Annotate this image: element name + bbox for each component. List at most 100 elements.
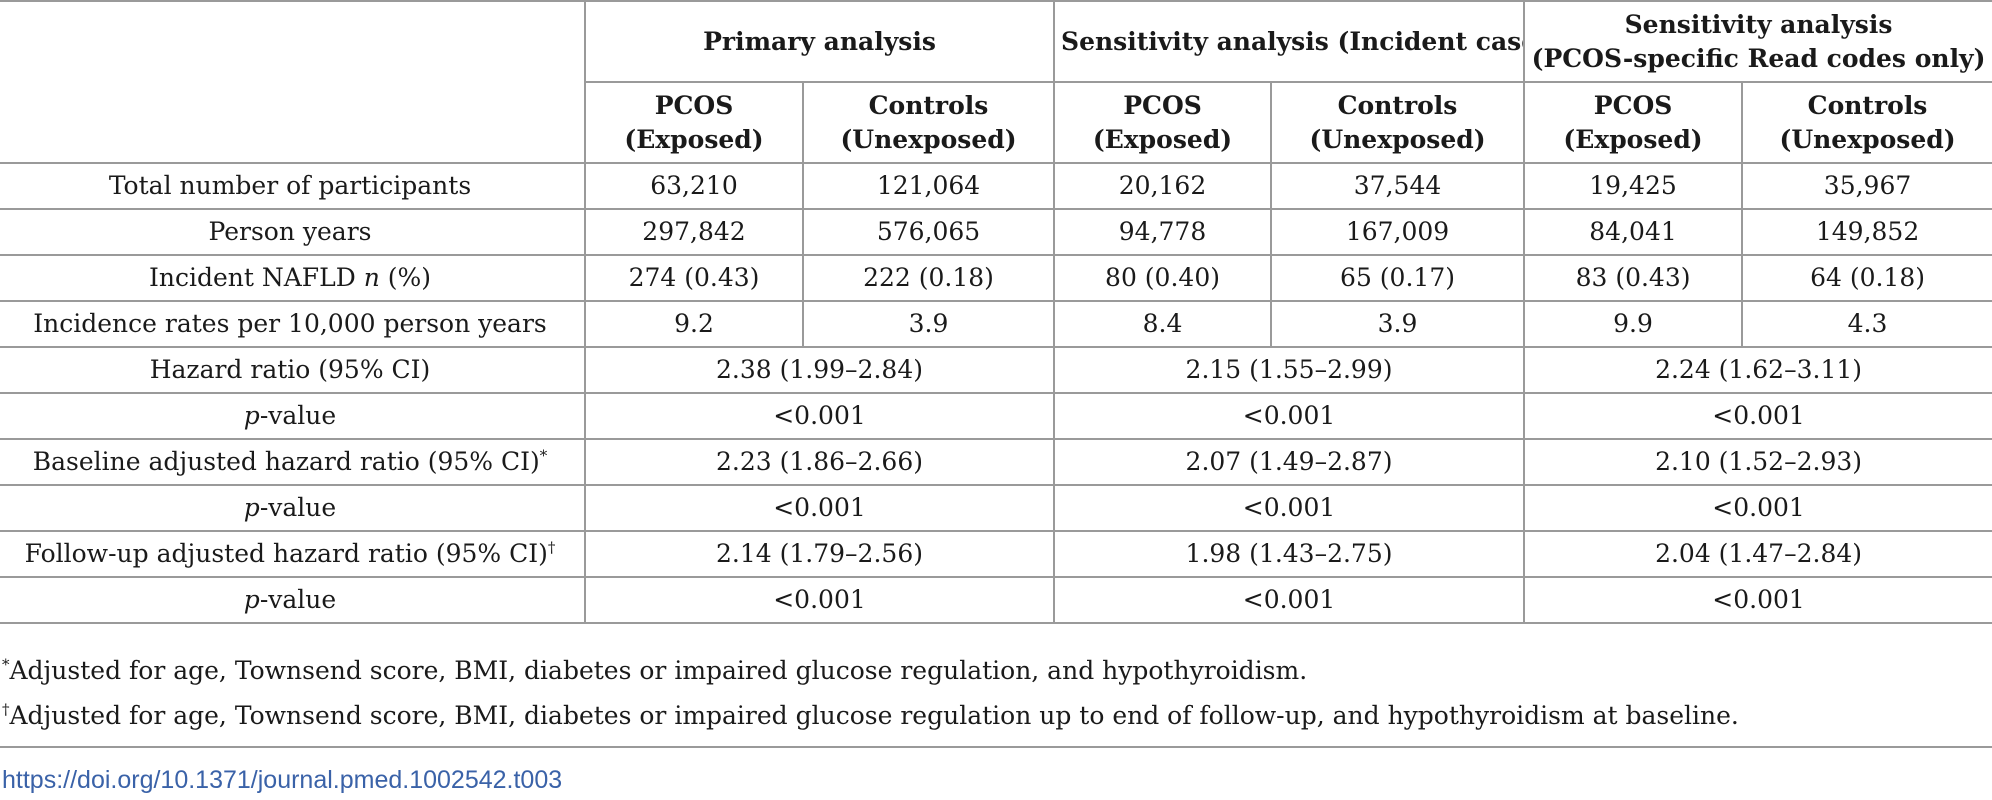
table-cell: 80 (0.40) <box>1054 254 1273 302</box>
table-cell: <0.001 <box>1524 392 1992 440</box>
row-label-header <box>0 0 586 164</box>
table-cell: 84,041 <box>1524 208 1744 256</box>
row-label: Total number of participants <box>0 162 586 210</box>
subcol-header-line: (Unexposed) <box>1309 124 1486 154</box>
row-label: Baseline adjusted hazard ratio (95% CI)* <box>0 438 586 486</box>
table-cell: 19,425 <box>1524 162 1744 210</box>
row-label-text: (%) <box>379 263 432 292</box>
table-row: Total number of participants 63,210 121,… <box>0 162 1992 210</box>
doi-link[interactable]: https://doi.org/10.1371/journal.pmed.100… <box>2 766 563 794</box>
table-cell: 1.98 (1.43–2.75) <box>1054 530 1526 578</box>
footnote-mark: * <box>539 446 548 465</box>
subcol-header-line: (Unexposed) <box>840 124 1017 154</box>
table-row: p-value <0.001 <0.001 <0.001 <box>0 484 1992 532</box>
table-cell: 2.15 (1.55–2.99) <box>1054 346 1526 394</box>
row-label: Incidence rates per 10,000 person years <box>0 300 586 348</box>
row-label: Hazard ratio (95% CI) <box>0 346 586 394</box>
table-cell: <0.001 <box>1054 576 1526 624</box>
footnote-text: Adjusted for age, Townsend score, BMI, d… <box>9 701 1739 730</box>
table-cell: <0.001 <box>1524 576 1992 624</box>
table-cell: <0.001 <box>585 484 1056 532</box>
table-cell: 35,967 <box>1742 162 1992 210</box>
subcol-header-line: (Exposed) <box>1563 124 1703 154</box>
table-cell: 121,064 <box>803 162 1056 210</box>
subcol-header-line: Controls <box>868 90 989 120</box>
table-cell: 94,778 <box>1054 208 1273 256</box>
group-header-text: Primary analysis <box>703 26 936 56</box>
table-row: Person years 297,842 576,065 94,778 167,… <box>0 208 1992 256</box>
table-cell: 2.23 (1.86–2.66) <box>585 438 1056 486</box>
table-cell: 3.9 <box>803 300 1056 348</box>
table-cell: <0.001 <box>1524 484 1992 532</box>
subcol-header-line: Controls <box>1337 90 1458 120</box>
table-cell: 2.24 (1.62–3.11) <box>1524 346 1992 394</box>
table-cell: 149,852 <box>1742 208 1992 256</box>
table-row: Incident NAFLD n (%) 274 (0.43) 222 (0.1… <box>0 254 1992 302</box>
group-header-primary: Primary analysis <box>585 0 1056 83</box>
table-cell: 576,065 <box>803 208 1056 256</box>
table-row: p-value <0.001 <0.001 <0.001 <box>0 576 1992 624</box>
row-label: p-value <box>0 484 586 532</box>
footnote-divider <box>0 746 1992 748</box>
footnote-mark: † <box>547 538 556 557</box>
table-cell: 297,842 <box>585 208 804 256</box>
row-label-italic: p <box>243 585 260 614</box>
table-cell: <0.001 <box>585 576 1056 624</box>
footnote-text: Adjusted for age, Townsend score, BMI, d… <box>9 656 1308 685</box>
table-cell: 2.07 (1.49–2.87) <box>1054 438 1526 486</box>
table-cell: 3.9 <box>1271 300 1526 348</box>
subcol-header-line: PCOS <box>1123 90 1202 120</box>
table-row: Baseline adjusted hazard ratio (95% CI)*… <box>0 438 1992 486</box>
table-cell: 9.2 <box>585 300 804 348</box>
subcol-header-line: (Exposed) <box>624 124 764 154</box>
row-label: p-value <box>0 576 586 624</box>
table-cell: 63,210 <box>585 162 804 210</box>
results-table: Primary analysis Sensitivity analysis (I… <box>0 0 1992 624</box>
group-header-text: Sensitivity analysis <box>1624 9 1893 39</box>
subcol-header-line: (Unexposed) <box>1779 124 1956 154</box>
row-label-text: -value <box>259 493 337 522</box>
subcol-header: PCOS (Exposed) <box>1054 81 1273 164</box>
table-cell: 37,544 <box>1271 162 1526 210</box>
subcol-header-line: (Exposed) <box>1092 124 1233 154</box>
results-table-container: Primary analysis Sensitivity analysis (I… <box>0 0 1992 624</box>
table-cell: 2.04 (1.47–2.84) <box>1524 530 1992 578</box>
table-row: Follow-up adjusted hazard ratio (95% CI)… <box>0 530 1992 578</box>
row-label-text: -value <box>259 401 337 430</box>
row-label-italic: n <box>363 263 380 292</box>
row-label-text: Hazard ratio (95% CI) <box>149 355 431 384</box>
row-label-text: -value <box>259 585 337 614</box>
group-header-read-codes: Sensitivity analysis (PCOS-specific Read… <box>1524 0 1992 83</box>
subcol-header: Controls (Unexposed) <box>1742 81 1992 164</box>
table-cell: 167,009 <box>1271 208 1526 256</box>
table-row: p-value <0.001 <0.001 <0.001 <box>0 392 1992 440</box>
table-cell: 222 (0.18) <box>803 254 1056 302</box>
row-label: Person years <box>0 208 586 256</box>
subcol-header-line: PCOS <box>1593 90 1673 120</box>
subcol-header: PCOS (Exposed) <box>585 81 804 164</box>
row-label-italic: p <box>243 493 260 522</box>
subcol-header: Controls (Unexposed) <box>1271 81 1526 164</box>
subcol-header-line: PCOS <box>654 90 734 120</box>
row-label-text: Follow-up adjusted hazard ratio (95% CI) <box>24 539 548 568</box>
table-row: Hazard ratio (95% CI) 2.38 (1.99–2.84) 2… <box>0 346 1992 394</box>
table-cell: 2.38 (1.99–2.84) <box>585 346 1056 394</box>
row-label-italic: p <box>243 401 260 430</box>
table-cell: 9.9 <box>1524 300 1744 348</box>
subcol-header-line: Controls <box>1807 90 1928 120</box>
table-cell: 83 (0.43) <box>1524 254 1744 302</box>
group-header-incident: Sensitivity analysis (Incident cases) <box>1054 0 1526 83</box>
footnote-mark: * <box>2 655 10 674</box>
table-row: Incidence rates per 10,000 person years … <box>0 300 1992 348</box>
group-header-text: Sensitivity analysis (Incident cases) <box>1061 26 1525 56</box>
table-cell: 2.14 (1.79–2.56) <box>585 530 1056 578</box>
table-cell: <0.001 <box>1054 392 1526 440</box>
table-cell: <0.001 <box>1054 484 1526 532</box>
table-cell: 8.4 <box>1054 300 1273 348</box>
row-label-text: Baseline adjusted hazard ratio (95% CI) <box>32 447 540 476</box>
table-cell: 2.10 (1.52–2.93) <box>1524 438 1992 486</box>
table-cell: <0.001 <box>585 392 1056 440</box>
subcol-header: PCOS (Exposed) <box>1524 81 1744 164</box>
table-cell: 65 (0.17) <box>1271 254 1526 302</box>
subcol-header: Controls (Unexposed) <box>803 81 1056 164</box>
